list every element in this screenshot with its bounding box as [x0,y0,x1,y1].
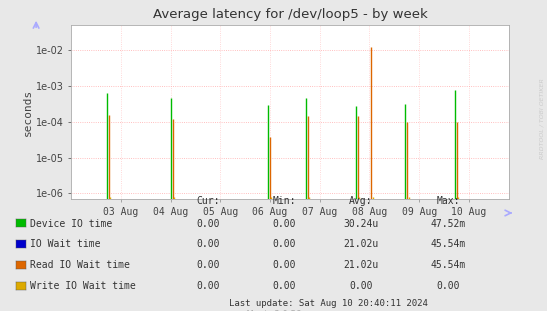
Y-axis label: seconds: seconds [22,88,33,136]
Text: Last update: Sat Aug 10 20:40:11 2024: Last update: Sat Aug 10 20:40:11 2024 [229,299,428,308]
Title: Average latency for /dev/loop5 - by week: Average latency for /dev/loop5 - by week [153,8,427,21]
Text: 0.00: 0.00 [437,281,460,291]
Text: 0.00: 0.00 [196,281,219,291]
Text: 0.00: 0.00 [273,260,296,270]
Text: 21.02u: 21.02u [344,239,379,249]
Text: Munin 2.0.56: Munin 2.0.56 [246,310,301,311]
Text: 0.00: 0.00 [273,239,296,249]
Text: Device IO time: Device IO time [30,219,112,229]
Text: 0.00: 0.00 [196,260,219,270]
Text: Min:: Min: [273,196,296,206]
Text: Read IO Wait time: Read IO Wait time [30,260,130,270]
Text: Avg:: Avg: [350,196,373,206]
Text: 45.54m: 45.54m [431,260,466,270]
Text: 0.00: 0.00 [196,219,219,229]
Text: IO Wait time: IO Wait time [30,239,101,249]
Text: 45.54m: 45.54m [431,239,466,249]
Text: 30.24u: 30.24u [344,219,379,229]
Text: 0.00: 0.00 [273,219,296,229]
Text: Cur:: Cur: [196,196,219,206]
Text: Write IO Wait time: Write IO Wait time [30,281,136,291]
Text: 0.00: 0.00 [196,239,219,249]
Text: 0.00: 0.00 [350,281,373,291]
Text: Max:: Max: [437,196,460,206]
Text: RRDTOOL / TOBI OETIKER: RRDTOOL / TOBI OETIKER [539,78,544,159]
Text: 0.00: 0.00 [273,281,296,291]
Text: 47.52m: 47.52m [431,219,466,229]
Text: 21.02u: 21.02u [344,260,379,270]
